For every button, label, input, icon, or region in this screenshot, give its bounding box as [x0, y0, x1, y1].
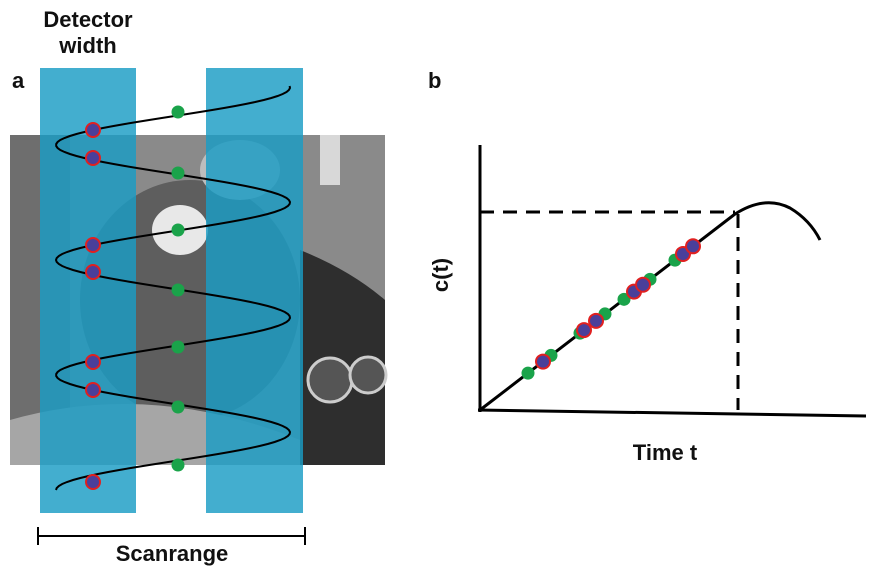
concentration-curve: [480, 203, 820, 410]
panel-label: b: [428, 68, 441, 93]
green-sample: [522, 367, 535, 380]
red-sample: [86, 123, 100, 137]
red-sample: [86, 151, 100, 165]
x-axis-label: Time t: [633, 440, 698, 465]
green-sample: [172, 341, 185, 354]
detector-label-line2: width: [58, 33, 116, 58]
figure: Detector width a b Scanrange c(t) Time t: [0, 0, 871, 570]
green-sample: [172, 106, 185, 119]
detector-label-line1: Detector: [43, 7, 133, 32]
red-sample: [86, 265, 100, 279]
y-axis-label: c(t): [428, 258, 453, 292]
panel-label: a: [12, 68, 25, 93]
green-sample: [172, 167, 185, 180]
axes: [478, 145, 866, 416]
red-sample: [577, 323, 591, 337]
green-sample: [172, 224, 185, 237]
scan-range-label: Scanrange: [116, 541, 229, 566]
red-sample: [86, 355, 100, 369]
red-sample: [536, 355, 550, 369]
red-sample: [86, 383, 100, 397]
red-sample: [86, 475, 100, 489]
green-sample: [172, 401, 185, 414]
red-sample: [589, 314, 603, 328]
red-sample: [636, 278, 650, 292]
red-sample: [86, 238, 100, 252]
green-sample: [172, 459, 185, 472]
green-sample: [172, 284, 185, 297]
red-sample: [686, 239, 700, 253]
